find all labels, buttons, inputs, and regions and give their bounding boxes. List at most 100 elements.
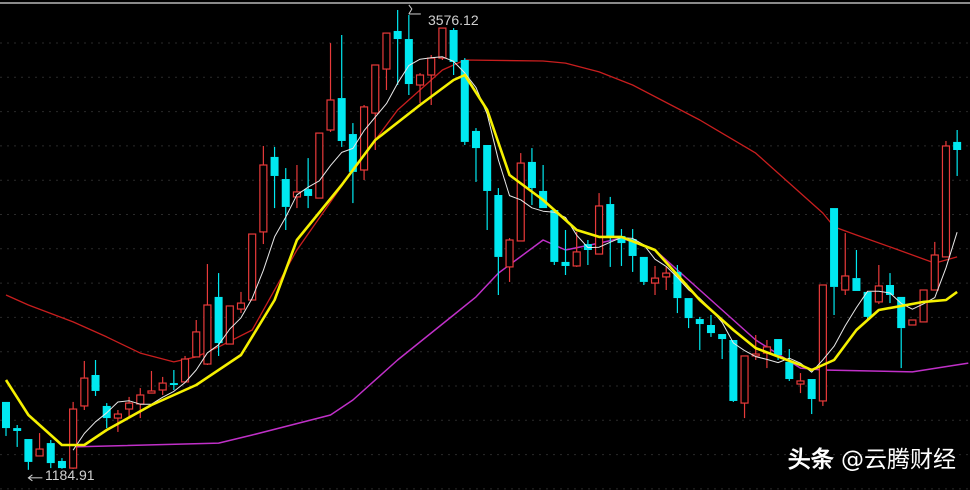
candle-body-up <box>203 304 212 365</box>
candle-body-down <box>483 145 492 191</box>
candle-body-down <box>561 261 570 266</box>
high-price-label: 3576.12 <box>428 12 479 28</box>
candle-body-up <box>415 74 425 86</box>
candle <box>796 373 805 394</box>
candle <box>483 145 492 230</box>
watermark-brand: 头条 <box>787 447 834 473</box>
candle-body-down <box>785 361 794 380</box>
candle-body-down <box>606 204 615 237</box>
candle <box>192 320 201 358</box>
candle-body-down <box>471 130 480 149</box>
candle <box>225 305 234 345</box>
candle-body-up <box>180 358 190 383</box>
candle <box>281 168 290 230</box>
candle-body-down <box>214 296 223 344</box>
candle <box>180 355 190 383</box>
candle <box>147 370 156 394</box>
candle <box>505 238 514 282</box>
candle-body-up <box>594 205 604 255</box>
candle <box>818 284 827 406</box>
candle-body-up <box>740 355 749 404</box>
candle-body-up <box>841 275 850 291</box>
candle <box>785 349 794 381</box>
candle-body-down <box>695 319 704 325</box>
candle <box>169 370 178 390</box>
candle <box>830 208 839 315</box>
candle <box>471 128 480 182</box>
candle-body-up <box>505 239 514 268</box>
candle <box>852 250 861 291</box>
candle-body-up <box>124 402 134 410</box>
watermark: 头条 @云腾财经 <box>788 440 956 474</box>
candle-body-down <box>897 296 906 329</box>
candle <box>382 32 391 90</box>
candle <box>594 193 604 255</box>
candle-body-down <box>337 98 346 141</box>
candle-body-up <box>35 448 44 457</box>
candle-body-down <box>460 60 469 142</box>
candle-body-up <box>941 145 951 258</box>
candle-body-down <box>639 256 648 282</box>
candle <box>662 266 671 290</box>
candle <box>13 425 22 447</box>
candle <box>348 123 357 204</box>
candle-body-up <box>919 289 928 323</box>
candle <box>729 340 738 402</box>
candle <box>516 153 525 242</box>
candle <box>706 315 715 337</box>
candle-body-down <box>886 285 895 295</box>
candle <box>941 140 951 258</box>
candle <box>24 439 33 470</box>
ma-line-yellow <box>4 73 958 447</box>
ma-line-white <box>72 56 958 451</box>
candle <box>527 148 536 205</box>
candle-body-up <box>662 272 671 278</box>
candle <box>292 165 302 209</box>
candle <box>639 256 648 285</box>
candle <box>315 132 324 199</box>
candle-body-down <box>863 291 872 317</box>
candle-body-up <box>225 305 234 345</box>
low-price-label: 1184.91 <box>45 467 95 483</box>
candle-body-up <box>248 233 257 301</box>
candle <box>371 64 380 150</box>
candle <box>304 158 313 209</box>
chart-top-border <box>0 2 970 4</box>
candle-body-down <box>527 161 536 189</box>
candle-body-down <box>404 39 413 85</box>
candle-body-down <box>673 271 682 299</box>
candle <box>91 360 100 396</box>
candle <box>930 241 939 291</box>
candle <box>684 298 693 329</box>
candle <box>359 105 369 180</box>
candle-body-down <box>57 460 66 469</box>
candle-body-down <box>91 375 100 391</box>
candle <box>80 360 89 410</box>
low-marker-arrow-head <box>27 474 33 482</box>
candle <box>404 15 413 95</box>
candle-body-down <box>852 278 861 291</box>
candle-body-up <box>359 106 369 171</box>
candle-body-down <box>304 189 313 196</box>
candle-body-up <box>326 99 335 131</box>
candle <box>203 264 212 365</box>
candle-body-up <box>158 382 167 391</box>
candle-body-up <box>874 285 883 303</box>
candle-body-up <box>427 57 436 76</box>
candle <box>897 296 906 369</box>
candle <box>762 340 772 369</box>
candle-body-down <box>270 156 279 176</box>
candle-body-up <box>371 64 380 114</box>
candle <box>57 458 66 469</box>
candle-body-down <box>628 239 637 256</box>
candle-body-up <box>315 132 324 199</box>
candle <box>259 145 268 245</box>
candle <box>718 334 727 360</box>
candle <box>337 35 346 147</box>
candle-body-down <box>46 443 55 464</box>
candle-body-up <box>908 319 917 326</box>
candle <box>2 401 10 436</box>
candle-body-down <box>281 179 290 207</box>
candle-body-down <box>807 379 816 400</box>
candle-body-up <box>80 377 89 407</box>
